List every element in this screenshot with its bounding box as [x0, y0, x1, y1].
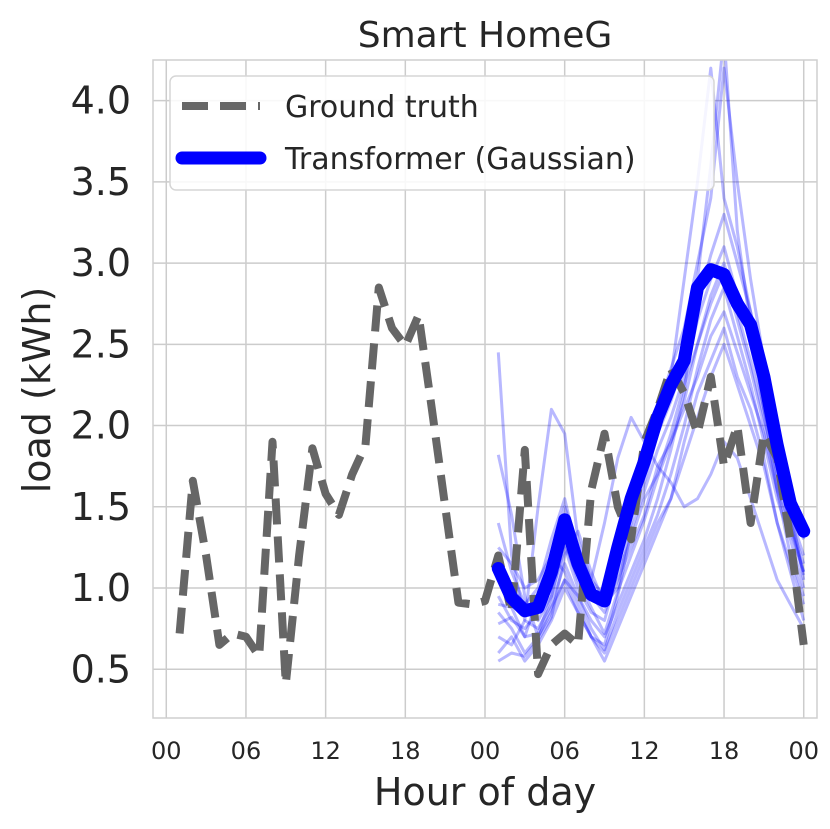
y-tick-label: 1.5	[71, 485, 131, 529]
sample-line	[497, 269, 806, 639]
x-tick-label: 12	[629, 737, 660, 765]
y-axis-ticks: 0.5 1.0 1.5 2.0 2.5 3.0 3.5 4.0	[71, 79, 131, 692]
legend: Ground truth Transformer (Gaussian)	[169, 75, 715, 191]
x-tick-label: 18	[390, 737, 421, 765]
sample-line	[497, 342, 806, 663]
x-axis-label: Hour of day	[374, 770, 596, 814]
x-axis-ticks: 00 06 12 18 00 06 12 18 00	[151, 737, 819, 765]
legend-transformer-label: Transformer (Gaussian)	[284, 142, 636, 177]
x-tick-label: 00	[788, 737, 819, 765]
x-tick-label: 00	[151, 737, 182, 765]
transformer-line	[491, 263, 811, 618]
plot-frame	[152, 59, 818, 719]
x-tick-label: 06	[549, 737, 580, 765]
x-tick-label: 06	[231, 737, 262, 765]
y-tick-label: 3.0	[71, 241, 131, 285]
ground-truth-line	[175, 283, 808, 688]
x-tick-label: 12	[310, 737, 341, 765]
legend-box	[169, 75, 715, 191]
sample-line	[497, 286, 806, 652]
y-tick-label: 1.0	[71, 566, 131, 610]
y-tick-label: 2.0	[71, 404, 131, 448]
series-lines	[175, 263, 811, 688]
x-tick-label: 00	[470, 737, 501, 765]
y-tick-label: 4.0	[71, 79, 131, 123]
sample-line	[497, 261, 806, 622]
legend-ground-truth-label: Ground truth	[285, 90, 479, 125]
y-tick-label: 2.5	[71, 322, 131, 366]
y-tick-label: 0.5	[71, 647, 131, 691]
y-tick-label: 3.5	[71, 160, 131, 204]
x-tick-label: 18	[709, 737, 740, 765]
y-axis-label: load (kWh)	[15, 287, 59, 494]
sample-line	[497, 326, 806, 663]
chart-title: Smart HomeG	[358, 15, 613, 56]
